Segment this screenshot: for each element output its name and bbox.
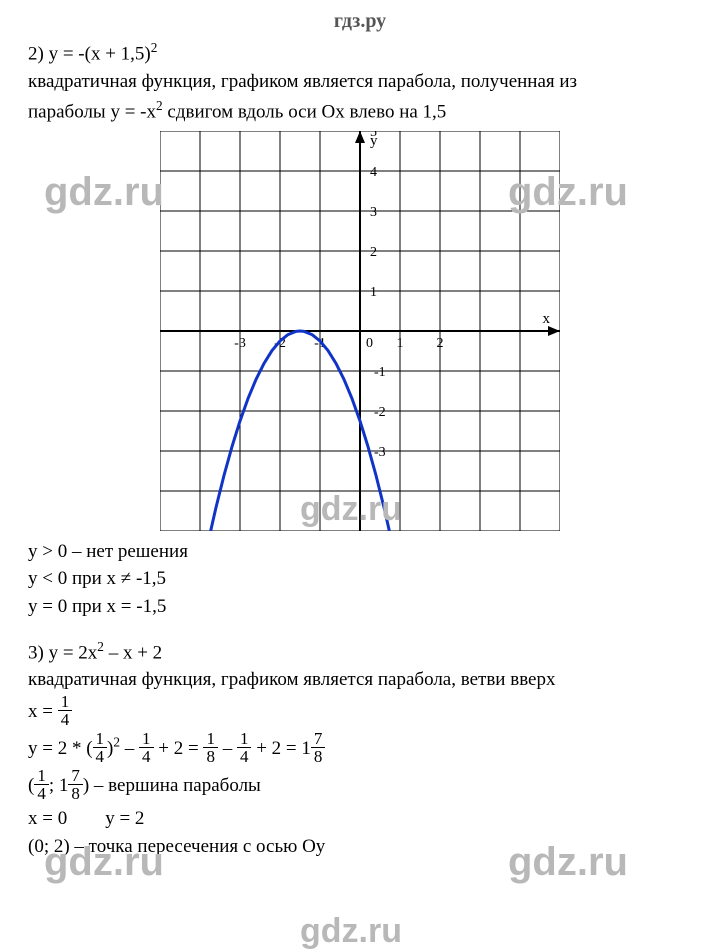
- p2-after-2: y < 0 при x ≠ -1,5: [28, 566, 692, 592]
- p3-v-c: ) – вершина параболы: [83, 775, 261, 796]
- p3-y-calc: y = 2 * (14)2 – 14 + 2 = 18 – 14 + 2 = 1…: [28, 732, 692, 767]
- frac-7-8-b: 78: [68, 767, 83, 802]
- p2-after-3: y = 0 при x = -1,5: [28, 594, 692, 620]
- frac-7-8-a: 78: [311, 730, 326, 765]
- p3-yc-f: + 2 = 1: [251, 738, 310, 759]
- p2-eq-exp: 2: [151, 40, 158, 55]
- svg-text:5: 5: [370, 131, 377, 140]
- svg-text:-3: -3: [374, 445, 386, 460]
- svg-text:2: 2: [370, 245, 377, 260]
- svg-text:-3: -3: [234, 336, 246, 351]
- p2-desc-2b: сдвигом вдоль оси Ох влево на 1,5: [163, 101, 447, 122]
- svg-text:1: 1: [397, 336, 404, 351]
- svg-text:4: 4: [370, 165, 377, 180]
- p3-xeq-label: x =: [28, 701, 58, 722]
- p3-v-b: ; 1: [49, 775, 69, 796]
- svg-text:0: 0: [366, 336, 373, 351]
- page-header: гдз.ру: [28, 10, 692, 33]
- p2-desc-2: параболы y = -x2 сдвигом вдоль оси Ох вл…: [28, 97, 692, 125]
- watermark: gdz.ru: [300, 912, 402, 951]
- frac-1-4-c: 14: [139, 730, 154, 765]
- frac-1-4-a: 14: [58, 693, 73, 728]
- p2-desc-1: квадратичная функция, графиком является …: [28, 69, 692, 95]
- p3-x-eq: x = 14: [28, 695, 692, 730]
- frac-1-4-e: 14: [34, 767, 49, 802]
- p2-eq-text: 2) y = -(x + 1,5): [28, 43, 151, 64]
- p3-eq-a: 3) y = 2x: [28, 642, 97, 663]
- p2-desc-exp: 2: [156, 98, 163, 113]
- p3-intersect: (0; 2) – точка пересечения с осью Оу: [28, 834, 692, 860]
- svg-text:3: 3: [370, 205, 377, 220]
- p2-desc-2a: параболы y = -x: [28, 101, 156, 122]
- svg-text:x: x: [543, 311, 551, 327]
- svg-text:1: 1: [370, 285, 377, 300]
- p3-yc-e: –: [218, 738, 237, 759]
- p3-yc-d: + 2 =: [154, 738, 204, 759]
- p3-yc-c: –: [120, 738, 139, 759]
- p3-eq-exp: 2: [97, 639, 104, 654]
- frac-1-8-a: 18: [203, 730, 218, 765]
- p3-xy-zero: x = 0 y = 2: [28, 806, 692, 832]
- frac-1-4-b: 14: [93, 730, 108, 765]
- p3-equation: 3) y = 2x2 – x + 2: [28, 638, 692, 666]
- frac-1-4-d: 14: [237, 730, 252, 765]
- p3-vertex: (14; 178) – вершина параболы: [28, 769, 692, 804]
- svg-text:2: 2: [437, 336, 444, 351]
- p3-desc: квадратичная функция, графиком является …: [28, 667, 692, 693]
- parabola-chart: xy0-3-2-112-3-2-112345: [160, 131, 560, 531]
- p3-yc-a: y = 2 * (: [28, 738, 93, 759]
- p2-after-1: y > 0 – нет решения: [28, 539, 692, 565]
- p2-equation: 2) y = -(x + 1,5)2: [28, 39, 692, 67]
- svg-text:-2: -2: [374, 405, 386, 420]
- svg-text:-1: -1: [374, 365, 386, 380]
- p3-eq-tail: – x + 2: [104, 642, 162, 663]
